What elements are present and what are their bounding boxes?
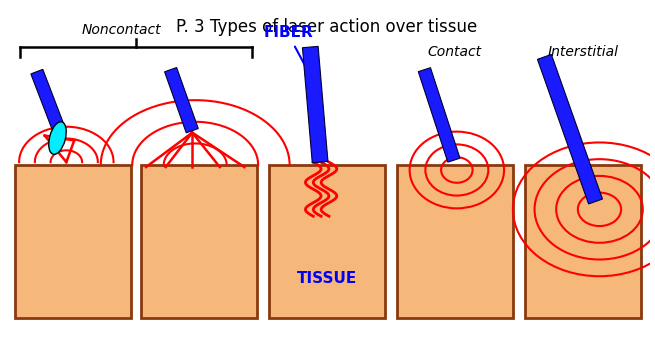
Polygon shape [164, 68, 198, 133]
Bar [397, 165, 513, 318]
Polygon shape [303, 46, 328, 163]
Polygon shape [419, 68, 460, 162]
Text: Interstitial: Interstitial [548, 45, 618, 59]
Polygon shape [538, 54, 603, 204]
Text: P. 3 Types of laser action over tissue: P. 3 Types of laser action over tissue [176, 18, 477, 36]
Text: FIBER: FIBER [264, 25, 314, 40]
Polygon shape [31, 69, 66, 133]
Ellipse shape [48, 122, 66, 154]
Text: Noncontact: Noncontact [82, 23, 161, 37]
Text: Contact: Contact [428, 45, 482, 59]
Bar [525, 165, 641, 318]
Bar [269, 165, 385, 318]
Text: TISSUE: TISSUE [297, 271, 357, 286]
Bar [141, 165, 257, 318]
Bar [15, 165, 131, 318]
